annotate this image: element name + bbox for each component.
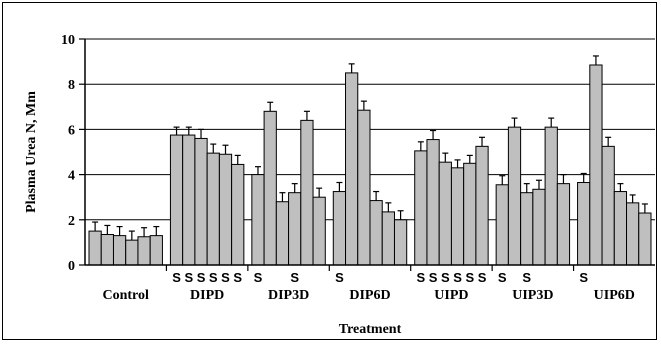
bar [137,236,151,266]
y-tick-label: 8 [68,78,75,93]
bar [231,163,245,266]
significance-marker: S [335,270,344,285]
bars [88,64,652,266]
bar [218,153,233,266]
significance-marker: S [429,270,438,285]
significance-marker: S [184,270,193,285]
significance-marker: S [579,270,588,285]
bar [369,200,383,266]
significance-marker: S [254,270,263,285]
x-group-label: UIPD [434,288,468,303]
bar [589,64,603,266]
y-tick-label: 0 [68,259,75,274]
significance-marker: S [478,270,487,285]
bar [577,182,591,266]
significance-marker: S [498,270,507,285]
bar [626,202,640,266]
bar [357,109,371,266]
x-group-label: Control [103,288,150,303]
bar [475,145,489,266]
bar [345,72,359,266]
significance-marker: S [233,270,242,285]
x-group-label: DIPD [190,288,224,303]
bar [112,235,127,266]
y-tick-label: 10 [61,33,75,48]
significance-marker: S [209,270,218,285]
significance-marker: S [441,270,450,285]
bar [263,110,277,266]
bar [544,126,558,266]
bar [100,233,114,266]
bar [507,126,522,266]
bar [169,134,184,266]
significance-marker: S [290,270,299,285]
bar [438,161,452,266]
bar [312,196,326,266]
significance-marker: S [197,270,206,285]
error-bars [92,55,648,241]
bar [125,239,139,266]
y-tick-label: 2 [68,214,75,229]
x-group-label: UIP3D [512,288,553,303]
bar [613,191,628,266]
x-group-label: UIP6D [594,288,635,303]
bar [206,152,220,266]
bar [194,137,208,266]
bar [182,134,196,266]
bar [149,235,163,266]
y-tick-label: 6 [68,123,75,138]
y-tick-label: 4 [68,169,75,184]
axes [84,39,655,266]
bar [426,139,440,266]
significance-marker: S [416,270,425,285]
significance-marker: S [465,270,474,285]
bar [638,212,652,266]
bar [601,145,615,266]
group-labels: Control DIPD DIP3D DIP6D UIPD UIP3D UIP6D [103,265,635,303]
bar [532,188,546,266]
bar [88,230,102,266]
bar [414,150,428,266]
x-axis-title: Treatment [339,322,402,337]
bar [300,119,314,266]
bar [556,183,571,266]
bar [463,162,477,266]
bar [450,167,465,266]
bar [288,192,302,266]
bar [251,174,265,266]
bar [275,201,290,266]
y-ticks: 0 2 4 6 8 10 [61,33,85,274]
bar [381,211,395,266]
significance-marker: S [453,270,462,285]
bar [520,192,534,266]
bar [495,184,509,266]
y-axis-title: Plasma Urea N, Mm [24,91,39,213]
x-group-label: DIP3D [268,288,309,303]
x-group-label: DIP6D [349,288,390,303]
bar [332,191,347,266]
significance-marker: S [172,270,181,285]
bar [393,219,408,266]
significance-marker: S [221,270,230,285]
significance-marker: S [522,270,531,285]
